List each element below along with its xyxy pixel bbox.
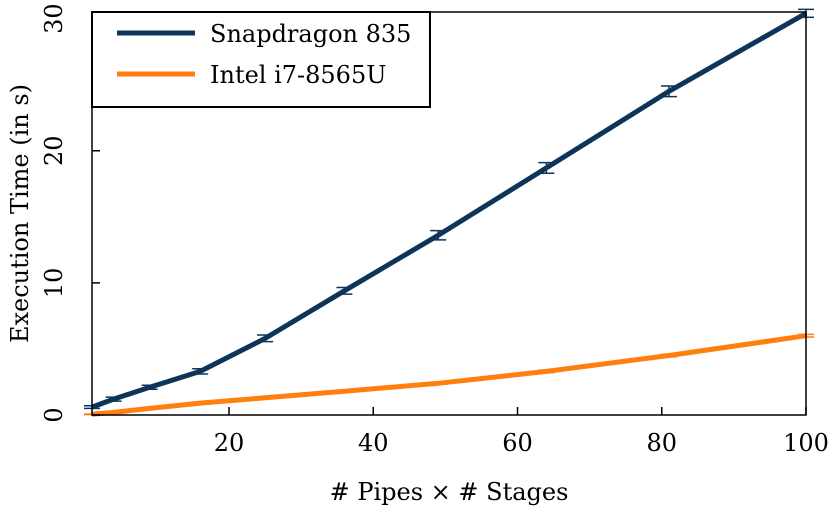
y-axis-label: Execution Time (in s) bbox=[6, 84, 34, 343]
series-line-0 bbox=[91, 11, 808, 410]
series-line-1 bbox=[91, 333, 807, 417]
y-axis: 0 10 20 30 bbox=[40, 3, 100, 423]
legend-label-intel-i7-8565u: Intel i7-8565U bbox=[210, 61, 386, 89]
legend-label-snapdragon-835: Snapdragon 835 bbox=[210, 20, 411, 48]
y-tick-label: 20 bbox=[40, 135, 68, 166]
x-tick-label: 40 bbox=[358, 429, 389, 457]
x-tick-label: 100 bbox=[783, 429, 829, 457]
x-tick-label: 80 bbox=[646, 429, 677, 457]
x-axis: 20 40 60 80 100 bbox=[214, 407, 829, 457]
y-tick-label: 30 bbox=[40, 3, 68, 34]
plot-frame bbox=[91, 11, 807, 416]
legend-box bbox=[91, 11, 431, 108]
x-tick-label: 20 bbox=[214, 429, 245, 457]
x-tick-label: 60 bbox=[502, 429, 533, 457]
x-axis-label: # Pipes × # Stages bbox=[330, 478, 569, 506]
legend: Snapdragon 835 Intel i7-8565U bbox=[91, 11, 431, 108]
series-layer bbox=[84, 8, 814, 417]
y-tick-label: 10 bbox=[40, 268, 68, 299]
y-tick-label: 0 bbox=[40, 407, 68, 422]
